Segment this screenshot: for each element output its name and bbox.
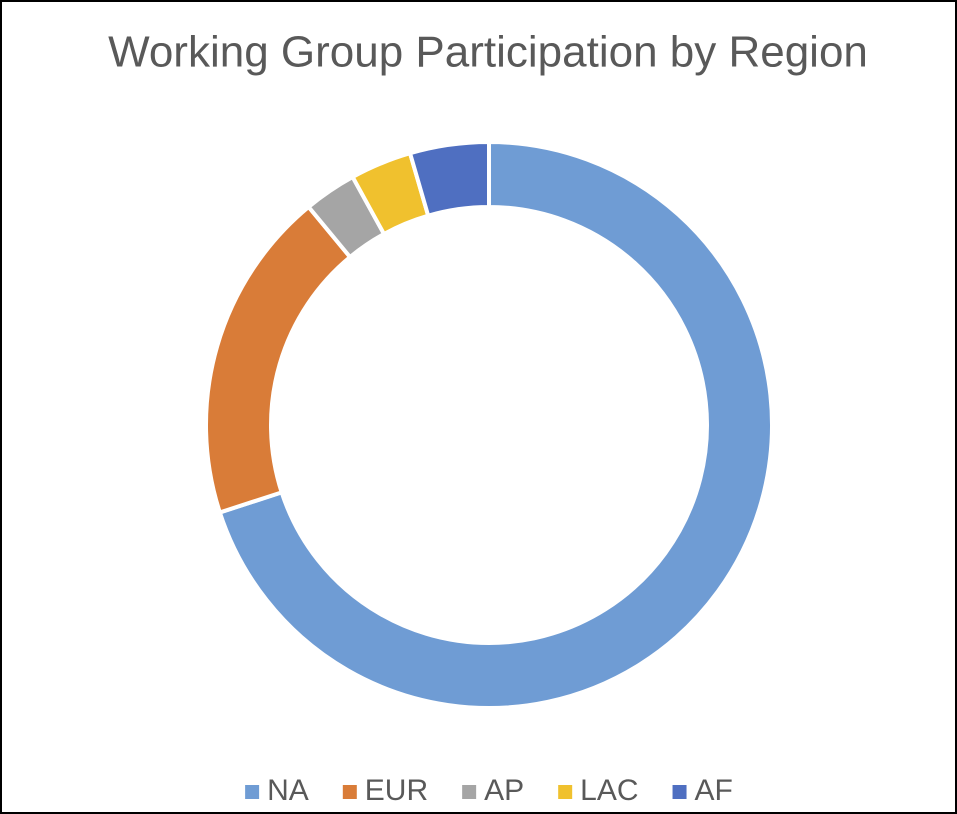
legend-label: AP	[484, 774, 524, 807]
legend-swatch	[558, 785, 573, 799]
donut-slice	[217, 139, 774, 710]
legend-label: EUR	[365, 774, 428, 807]
donut-slice	[407, 139, 491, 219]
legend-swatch	[462, 785, 477, 799]
legend-label: LAC	[580, 774, 638, 807]
legend-label: AF	[695, 774, 733, 807]
legend-swatch	[342, 785, 357, 799]
chart-title: Working Group Participation by Region	[108, 28, 868, 77]
legend-swatch	[245, 785, 260, 799]
legend-label: NA	[267, 774, 309, 807]
legend-swatch	[672, 785, 687, 799]
